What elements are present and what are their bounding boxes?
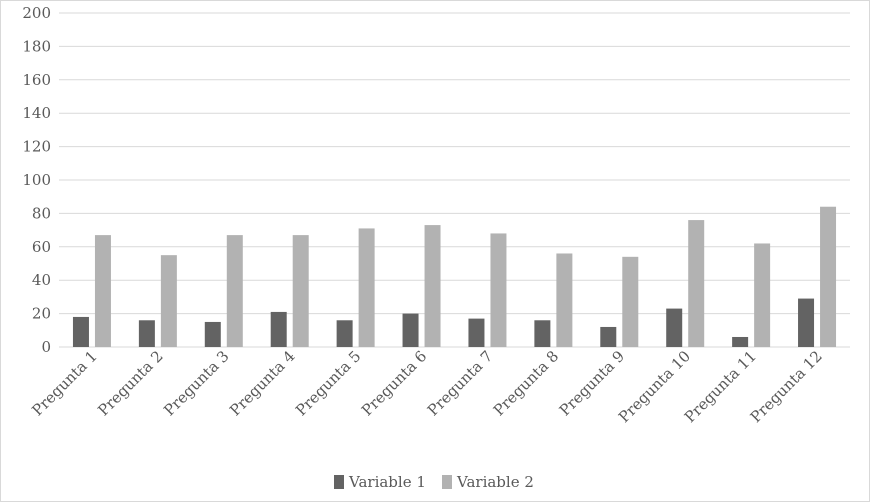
bar-1-2 [138, 320, 155, 347]
legend-label-1: Variable 1 [348, 473, 426, 491]
x-category-label: Pregunta 5 [292, 347, 364, 419]
x-category-label: Pregunta 7 [424, 347, 496, 419]
bar-2-1 [94, 235, 111, 347]
bar-2-12 [820, 206, 837, 347]
bar-1-5 [336, 320, 353, 347]
y-tick-label: 120 [22, 138, 51, 156]
y-tick-label: 0 [41, 338, 51, 356]
y-tick-label: 140 [22, 104, 51, 122]
bar-1-11 [732, 336, 749, 347]
y-tick-label: 20 [32, 305, 51, 323]
legend-swatch-1 [334, 475, 344, 489]
y-tick-label: 180 [22, 37, 51, 55]
x-category-label: Pregunta 4 [226, 347, 298, 419]
bar-1-4 [270, 311, 287, 347]
bar-1-1 [72, 316, 89, 347]
bar-2-7 [490, 233, 507, 347]
y-axis-ticks: 0 20 40 60 80 100 120 140 160 180 200 [22, 4, 51, 356]
bar-1-8 [534, 320, 551, 347]
bar-2-11 [754, 243, 771, 347]
bar-2-8 [556, 253, 573, 347]
x-category-label: Pregunta 6 [358, 347, 430, 419]
bar-1-12 [798, 298, 815, 347]
legend-label-2: Variable 2 [456, 473, 534, 491]
bar-1-9 [600, 326, 617, 347]
bar-1-10 [666, 308, 683, 347]
y-tick-label: 60 [32, 238, 51, 256]
bar-2-2 [160, 255, 177, 347]
bars [72, 206, 837, 347]
x-category-label: Pregunta 2 [94, 347, 166, 419]
legend-swatch-2 [442, 475, 452, 489]
x-category-label: Pregunta 1 [28, 347, 100, 419]
bar-2-9 [622, 256, 639, 347]
bar-2-6 [424, 225, 441, 347]
gridlines [59, 12, 850, 348]
bar-2-5 [358, 228, 375, 347]
legend: Variable 1 Variable 2 [334, 473, 534, 491]
bar-2-3 [226, 235, 243, 347]
y-tick-label: 200 [22, 4, 51, 22]
y-tick-label: 40 [32, 271, 51, 289]
bar-2-10 [688, 220, 705, 347]
bar-1-3 [204, 321, 221, 347]
bar-2-4 [292, 235, 309, 347]
bar-1-6 [402, 313, 419, 347]
y-tick-label: 160 [22, 71, 51, 89]
x-category-label: Pregunta 3 [160, 347, 232, 419]
x-category-label: Pregunta 9 [556, 347, 628, 419]
y-tick-label: 100 [22, 171, 51, 189]
bar-1-7 [468, 318, 485, 347]
x-category-label: Pregunta 8 [490, 347, 562, 419]
y-tick-label: 80 [32, 204, 51, 222]
